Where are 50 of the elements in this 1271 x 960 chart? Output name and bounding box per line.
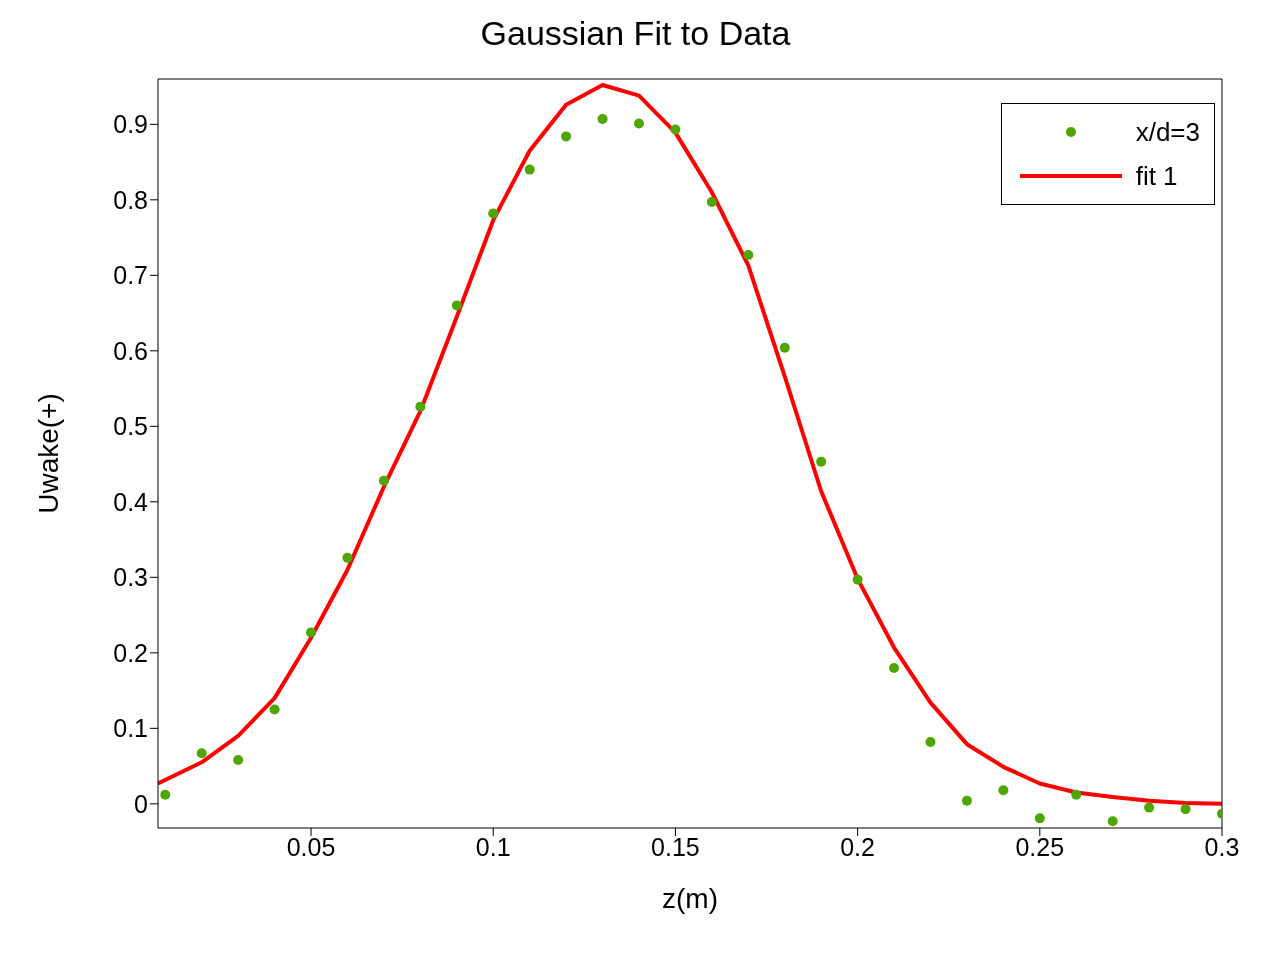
legend-label: fit 1 — [1135, 160, 1178, 192]
point — [160, 789, 171, 800]
point — [961, 795, 972, 806]
x-tick-label: 0.15 — [651, 832, 700, 861]
point — [633, 118, 644, 129]
y-axis-title: Uwake(+) — [32, 393, 64, 514]
point — [1107, 816, 1118, 827]
point — [779, 342, 790, 353]
point — [1071, 789, 1082, 800]
point — [269, 704, 280, 715]
point — [1144, 802, 1155, 813]
point — [306, 627, 317, 638]
point — [342, 552, 353, 563]
x-tick-label: 0.25 — [1015, 832, 1065, 861]
chart-title: Gaussian Fit to Data — [479, 13, 792, 54]
point — [706, 197, 717, 208]
point — [524, 164, 535, 175]
legend-label: x/d=3 — [1135, 116, 1200, 148]
point — [816, 456, 827, 467]
x-axis-title: z(m) — [662, 883, 718, 914]
point — [378, 475, 389, 486]
point — [852, 574, 863, 585]
y-tick-label: 0 — [134, 789, 148, 818]
point — [233, 755, 244, 766]
point — [743, 249, 754, 260]
y-tick-label: 0.9 — [113, 110, 148, 139]
point — [670, 124, 681, 135]
point — [196, 748, 207, 759]
y-tick-label: 0.7 — [113, 261, 148, 290]
y-tick-label: 0.5 — [113, 412, 148, 441]
point — [488, 208, 499, 219]
y-tick-label: 0.4 — [113, 487, 149, 516]
y-tick-label: 0.3 — [113, 563, 148, 592]
x-tick-label: 0.05 — [286, 832, 336, 861]
y-tick-label: 0.6 — [113, 336, 148, 365]
point — [561, 131, 572, 142]
y-tick-label: 0.8 — [113, 185, 148, 214]
x-tick-label: 0.3 — [1204, 832, 1240, 861]
point — [415, 401, 426, 412]
y-tick-label: 0.1 — [113, 714, 148, 743]
point — [1180, 804, 1191, 815]
x-tick-label: 0.1 — [475, 832, 511, 861]
point — [597, 114, 608, 125]
y-tick-label: 0.2 — [113, 638, 148, 667]
x-tick-label: 0.2 — [840, 832, 875, 861]
point — [451, 300, 462, 311]
point — [889, 662, 900, 673]
point — [925, 736, 936, 747]
point — [1034, 813, 1045, 824]
point — [998, 785, 1009, 796]
